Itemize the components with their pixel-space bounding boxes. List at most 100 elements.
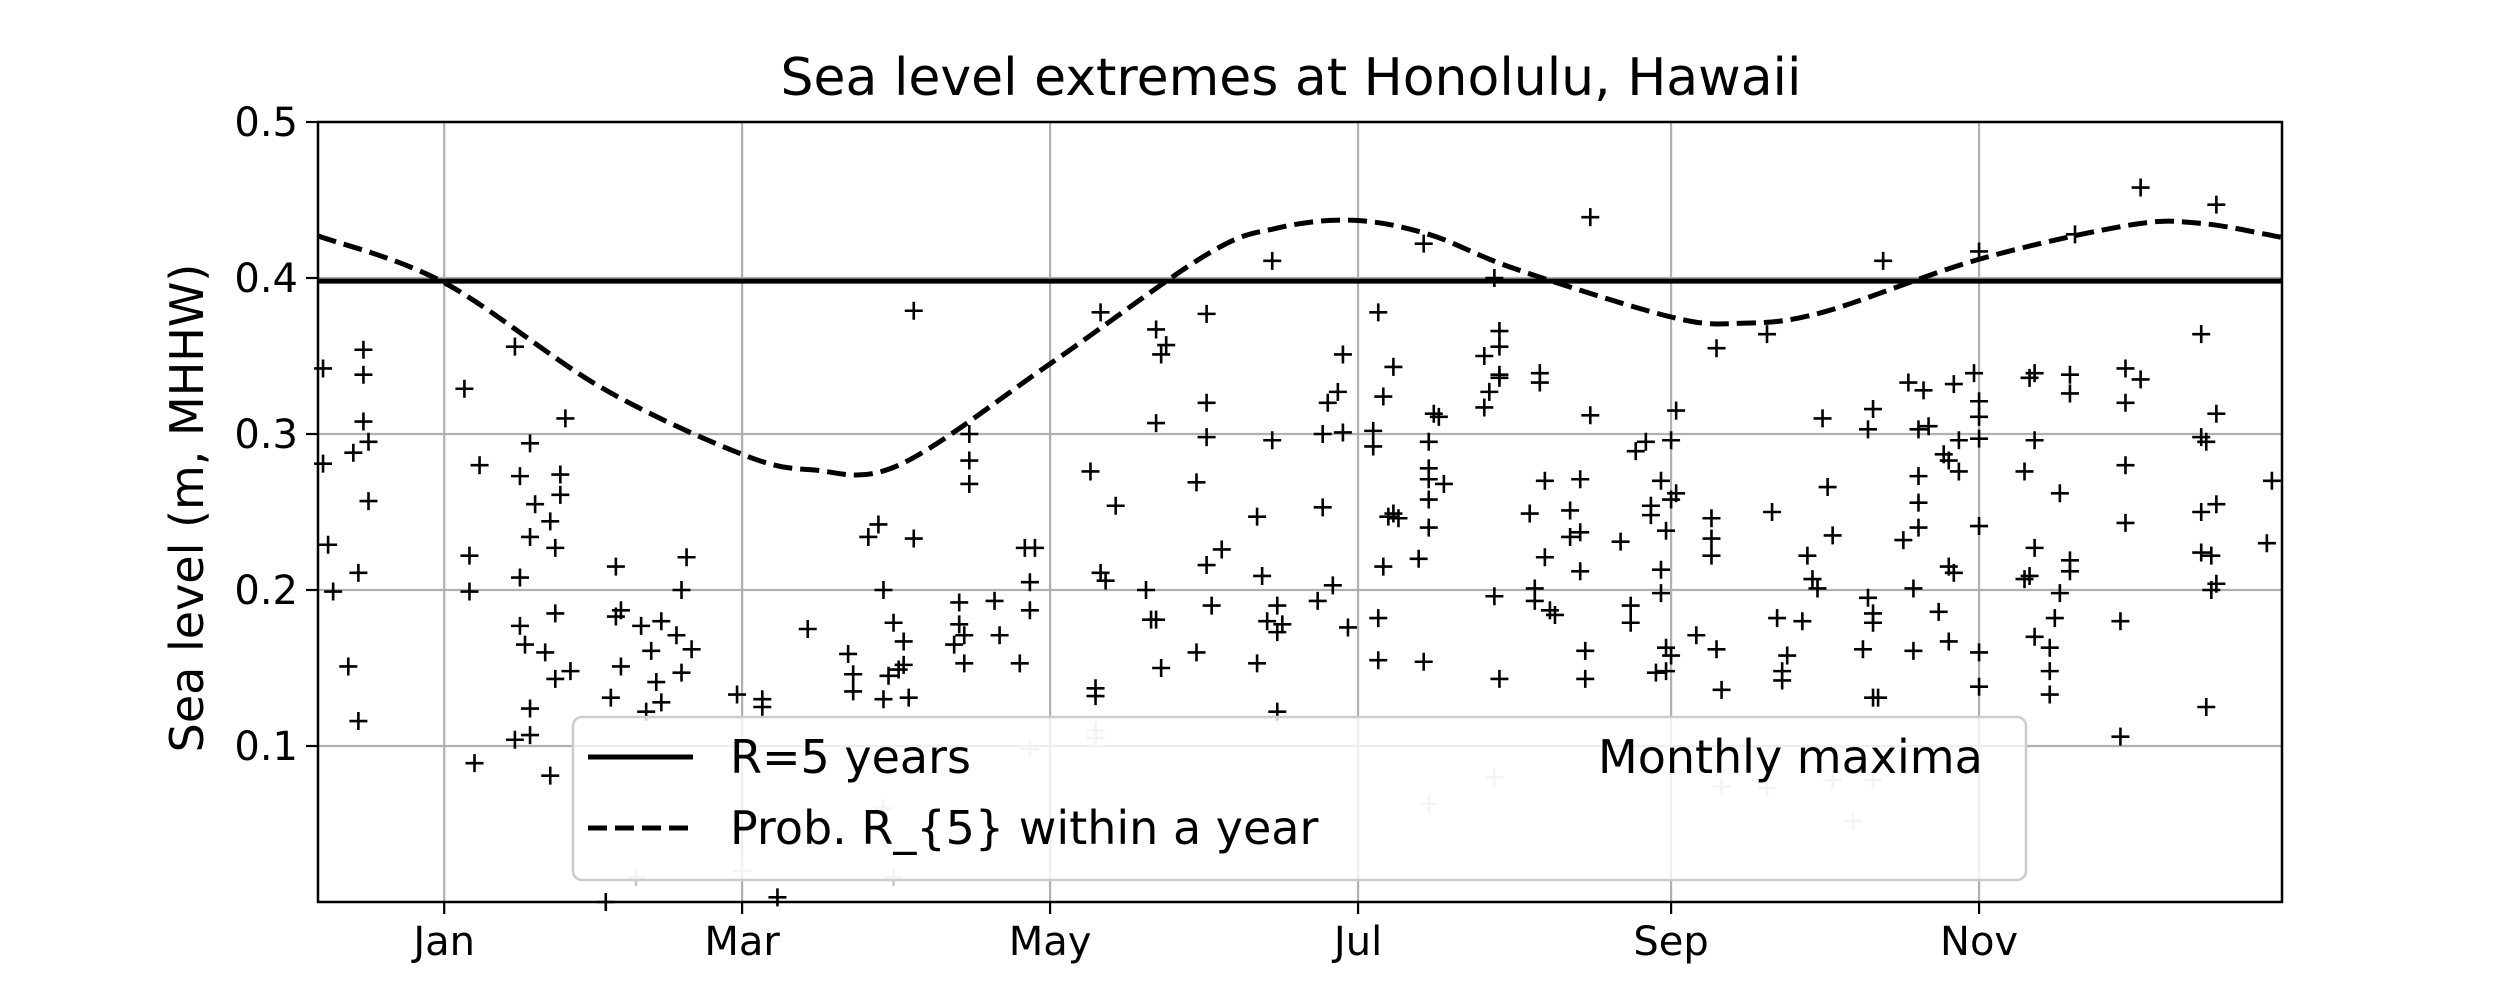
axes <box>316 120 2284 904</box>
monthly-maximum-marker <box>1480 382 1499 401</box>
monthly-maximum-marker <box>904 529 923 548</box>
monthly-maximum-marker <box>1490 337 1509 356</box>
monthly-maximum-marker <box>1904 641 1923 660</box>
monthly-maximum-marker <box>2116 513 2135 532</box>
monthly-maximum-marker <box>632 616 651 635</box>
monthly-maximum-marker <box>359 492 378 511</box>
monthly-maximum-marker <box>455 379 474 398</box>
monthly-maximum-marker <box>1419 490 1438 509</box>
monthly-maximum-marker <box>460 546 479 565</box>
monthly-maximum-marker <box>1657 521 1676 540</box>
monthly-maximum-marker <box>1414 234 1433 253</box>
monthly-maximum-marker <box>869 515 888 534</box>
monthly-maximum-marker <box>1944 375 1963 394</box>
monthly-maximum-marker <box>1909 467 1928 486</box>
y-tick-label: 0.2 <box>234 568 298 614</box>
monthly-maximum-marker <box>1864 613 1883 632</box>
monthly-maximum-marker <box>1758 325 1777 344</box>
monthly-maximum-marker <box>753 690 772 709</box>
monthly-maximum-marker <box>2116 393 2135 412</box>
monthly-maximum-marker <box>1909 493 1928 512</box>
legend: R=5 years Prob. R_{5} within a year Mont… <box>571 715 2028 882</box>
monthly-maximum-marker <box>1909 518 1928 537</box>
monthly-maximum-marker <box>2257 534 2276 553</box>
monthly-maximum-marker <box>1086 687 1105 706</box>
monthly-maximum-marker <box>1313 425 1332 443</box>
monthly-maximum-marker <box>1485 269 1504 287</box>
monthly-maximum-marker <box>1364 437 1383 456</box>
monthly-maximum-marker <box>521 699 540 718</box>
monthly-maximum-marker <box>1409 549 1428 568</box>
monthly-maximum-marker <box>526 495 545 514</box>
monthly-maximum-marker <box>521 726 540 745</box>
monthly-maximum-marker <box>672 581 691 599</box>
monthly-maximum-marker <box>551 465 570 484</box>
monthly-maximum-marker <box>768 888 787 907</box>
monthly-maximum-marker <box>950 593 969 612</box>
monthly-maximum-marker <box>1419 432 1438 451</box>
monthly-maximum-marker <box>1899 373 1918 392</box>
monthly-maximum-marker <box>2202 546 2221 565</box>
monthly-maximum-marker <box>1626 442 1645 461</box>
monthly-maximum-marker <box>324 582 343 601</box>
monthly-maximum-marker <box>1248 654 1267 673</box>
monthly-maximum-marker <box>1308 591 1327 610</box>
monthly-maximum-marker <box>1212 540 1231 559</box>
monthly-maximum-marker <box>1147 414 1166 433</box>
monthly-maximum-marker <box>2040 685 2059 704</box>
monthly-maximum-marker <box>1414 652 1433 671</box>
monthly-maximum-marker <box>601 688 620 707</box>
monthly-maximum-marker <box>546 669 565 688</box>
monthly-maximum-marker <box>1641 496 1660 515</box>
monthly-maximum-marker <box>1485 587 1504 606</box>
monthly-maximum-marker <box>1263 251 1282 270</box>
monthly-maximum-marker <box>839 644 858 663</box>
monthly-maximum-marker <box>2060 365 2079 384</box>
monthly-maximum-marker <box>359 432 378 451</box>
monthly-maximum-marker <box>1147 320 1166 339</box>
monthly-maximum-marker <box>510 616 529 635</box>
monthly-maximum-marker <box>859 527 878 546</box>
monthly-maximum-marker <box>1858 588 1877 607</box>
monthly-maximum-marker <box>1621 596 1640 615</box>
monthly-maximum-marker <box>1096 571 1115 590</box>
monthly-maximum-marker <box>728 685 747 704</box>
monthly-maximum-marker <box>1939 632 1958 651</box>
monthly-maximum-marker <box>2192 325 2211 344</box>
monthly-maximum-marker <box>1475 347 1494 365</box>
monthly-maximum-marker <box>505 337 524 356</box>
monthly-maximum-marker <box>1636 432 1655 451</box>
x-tick-label: Jul <box>1331 919 1382 965</box>
monthly-maximum-marker <box>510 467 529 486</box>
monthly-maximum-marker <box>2207 404 2226 423</box>
monthly-maximum-marker <box>1419 470 1438 489</box>
monthly-maximum-marker <box>960 425 979 443</box>
monthly-maximum-marker <box>1197 304 1216 323</box>
monthly-maximum-marker <box>874 581 893 599</box>
monthly-maximum-marker <box>1768 609 1787 628</box>
monthly-maximum-marker <box>2025 538 2044 557</box>
monthly-maximum-marker <box>1025 538 1044 557</box>
monthly-maximum-marker <box>1333 345 1352 364</box>
monthly-maximum-marker <box>1197 556 1216 575</box>
monthly-maximum-marker <box>1646 663 1665 682</box>
legend-label-probability: Prob. R_{5} within a year <box>730 801 1318 855</box>
monthly-maximum-marker <box>1611 532 1630 551</box>
monthly-maximum-marker <box>2192 543 2211 562</box>
monthly-maximum-marker <box>1147 610 1166 629</box>
monthly-maximum-marker <box>1374 557 1393 576</box>
monthly-maximum-marker <box>1970 407 1989 426</box>
monthly-maximum-marker <box>1318 393 1337 412</box>
monthly-maximum-marker <box>1525 579 1544 598</box>
monthly-maximum-marker <box>2192 503 2211 521</box>
monthly-maximum-marker <box>1651 584 1670 603</box>
monthly-maximum-marker <box>1651 471 1670 490</box>
monthly-maximum-marker <box>1571 470 1590 489</box>
monthly-maximum-marker <box>460 582 479 601</box>
monthly-maximum-marker <box>1253 566 1272 585</box>
monthly-maximum-marker <box>1853 640 1872 659</box>
monthly-maximum-marker <box>2207 495 2226 514</box>
monthly-maximum-marker <box>1520 504 1539 523</box>
monthly-maximum-marker <box>1944 563 1963 582</box>
